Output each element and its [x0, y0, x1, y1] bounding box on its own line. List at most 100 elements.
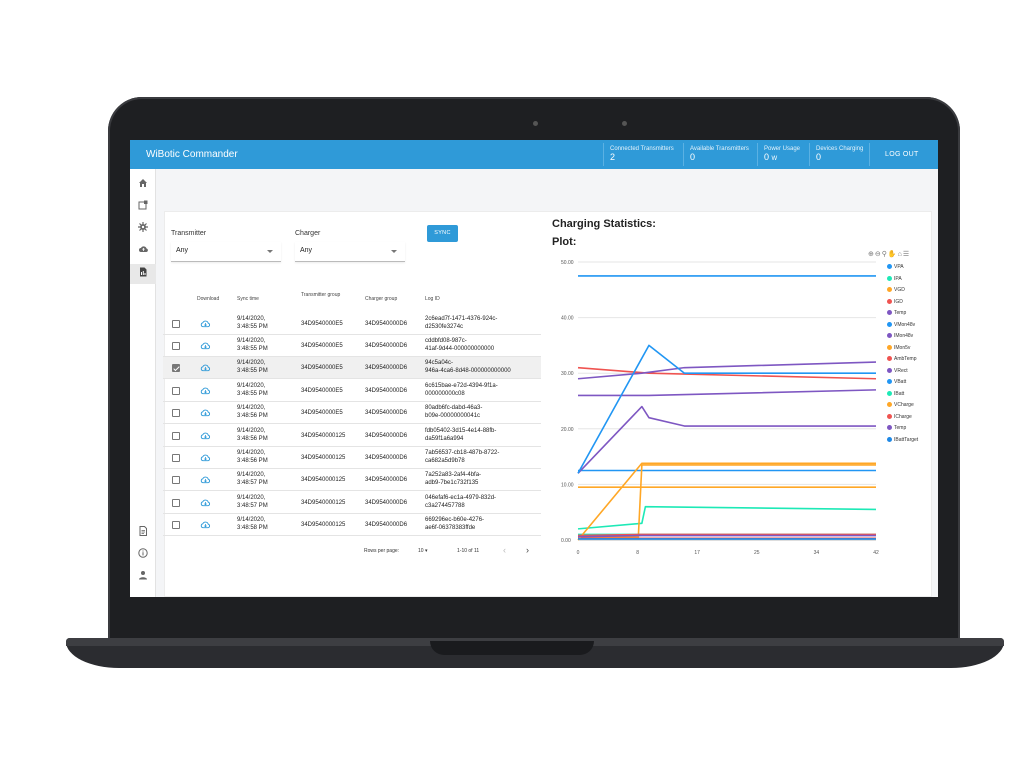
magnify-icon[interactable]: ⚲: [881, 251, 888, 258]
legend-item[interactable]: IBatt: [887, 391, 904, 397]
stat-label: Devices Charging: [816, 146, 864, 152]
legend-item[interactable]: VMon48v: [887, 322, 915, 328]
legend-item[interactable]: IMon48v: [887, 333, 913, 339]
table-row[interactable]: 9/14/2020, 3:48:56 PM 34D9540000125 34D9540…: [163, 447, 541, 469]
stat-divider: [683, 143, 684, 166]
log-id-line: 946a-4ca6-8d48-000000000000: [425, 368, 511, 375]
legend-item[interactable]: ICharge: [887, 414, 912, 420]
devices-icon[interactable]: [136, 200, 150, 214]
sync-clock: 3:48:55 PM: [237, 324, 268, 331]
info-icon[interactable]: [136, 548, 150, 562]
chart-subheading: Plot:: [552, 236, 577, 248]
legend-item[interactable]: VRect: [887, 368, 908, 374]
menu-icon[interactable]: ☰: [902, 251, 911, 258]
log-id-line: 80adb6fc-dabd-46a3-: [425, 405, 483, 411]
cloud-download-icon[interactable]: [200, 520, 211, 529]
legend-swatch: [887, 344, 892, 350]
logout-button[interactable]: LOG OUT: [885, 151, 919, 158]
table-row[interactable]: 9/14/2020, 3:48:55 PM 34D9540000E5 34D95400…: [163, 380, 541, 402]
legend-item[interactable]: Temp: [887, 425, 906, 431]
series-line: [577, 534, 876, 538]
log-id-line: 000000000c08: [425, 391, 465, 398]
legend-item[interactable]: VCharge: [887, 402, 914, 408]
legend-item[interactable]: IBattTarget: [887, 437, 918, 443]
legend-swatch: [887, 275, 892, 281]
y-tick-label: 50.00: [561, 260, 574, 266]
legend-item[interactable]: VBatt: [887, 379, 906, 385]
rows-per-page-label: Rows per page:: [364, 548, 400, 554]
rows-per-page-select[interactable]: 10 ▾: [418, 548, 427, 554]
legend-item[interactable]: VGD: [887, 287, 905, 293]
log-id-cell: 2c6ead7f-1471-4376-924c-d2530fe3274c: [425, 315, 497, 331]
zoom-in-icon[interactable]: ⊕: [868, 251, 875, 258]
cloud-download-icon[interactable]: [200, 431, 211, 440]
sync-button[interactable]: SYNC: [427, 225, 458, 242]
cloud-download-icon[interactable]: [200, 363, 211, 372]
cloud-download-icon[interactable]: [200, 498, 211, 507]
zoom-out-icon[interactable]: ⊖: [874, 251, 882, 258]
legend-item[interactable]: IGD: [887, 299, 903, 305]
stat-unit: W: [771, 155, 778, 162]
table-row[interactable]: 9/14/2020, 3:48:58 PM 34D9540000125 34D9540…: [163, 514, 541, 536]
row-checkbox[interactable]: [172, 320, 180, 328]
log-id-line: 6c615bae-e72d-4394-9f1a-: [425, 383, 498, 389]
table-row[interactable]: 9/14/2020, 3:48:55 PM 34D9540000E5 34D95400…: [163, 357, 541, 379]
sync-time-cell: 9/14/2020, 3:48:55 PM: [237, 382, 268, 398]
stat-devices-charging: Devices Charging 0: [816, 146, 863, 162]
settings-icon[interactable]: [136, 222, 150, 236]
table-row[interactable]: 9/14/2020, 3:48:56 PM 34D9540000E5 34D95400…: [163, 402, 541, 424]
next-page-icon[interactable]: ›: [526, 545, 529, 555]
row-checkbox[interactable]: [172, 432, 180, 440]
sync-time-cell: 9/14/2020, 3:48:55 PM: [237, 337, 268, 353]
sync-time-cell: 9/14/2020, 3:48:56 PM: [237, 449, 268, 465]
table-row[interactable]: 9/14/2020, 3:48:56 PM 34D9540000125 34D9540…: [163, 425, 541, 447]
legend-swatch: [887, 333, 892, 339]
transmitter-group-cell: 34D9540000125: [301, 500, 346, 506]
reset-home-icon[interactable]: ⌂: [897, 251, 903, 258]
legend-label: AmbTemp: [894, 356, 917, 362]
row-checkbox[interactable]: [172, 499, 180, 507]
transmitter-group-cell: 34D9540000125: [301, 455, 346, 461]
sync-time-cell: 9/14/2020, 3:48:57 PM: [237, 471, 268, 487]
row-checkbox[interactable]: [172, 364, 180, 372]
log-id-line: ae6f-06378383ffde: [425, 525, 476, 532]
sync-date: 9/14/2020,: [237, 316, 266, 322]
pan-hand-icon[interactable]: ✋: [887, 251, 898, 258]
table-row[interactable]: 9/14/2020, 3:48:55 PM 34D9540000E5 34D95400…: [163, 335, 541, 357]
document-icon[interactable]: [136, 526, 150, 540]
row-checkbox[interactable]: [172, 387, 180, 395]
sync-clock: 3:48:55 PM: [237, 346, 268, 353]
table-row[interactable]: 9/14/2020, 3:48:55 PM 34D9540000E5 34D95400…: [163, 313, 541, 335]
cloud-download-icon[interactable]: [200, 408, 211, 417]
cloud-download-icon[interactable]: [200, 341, 211, 350]
row-checkbox[interactable]: [172, 409, 180, 417]
cloud-upload-icon[interactable]: [136, 244, 150, 258]
legend-item[interactable]: IMon5v: [887, 345, 910, 351]
cloud-download-icon[interactable]: [200, 475, 211, 484]
log-id-line: da59f1a6a994: [425, 436, 464, 443]
legend-item[interactable]: IPA: [887, 276, 902, 282]
legend-item[interactable]: AmbTemp: [887, 356, 917, 362]
transmitter-select[interactable]: Any: [171, 242, 281, 262]
app-title: WiBotic Commander: [146, 149, 238, 160]
transmitter-group-cell: 34D9540000125: [301, 522, 346, 528]
user-icon[interactable]: [136, 570, 150, 584]
series-line: [578, 464, 876, 539]
x-tick-label: 17: [694, 550, 700, 556]
row-checkbox[interactable]: [172, 521, 180, 529]
cloud-download-icon[interactable]: [200, 453, 211, 462]
transmitter-group-cell: 34D9540000E5: [301, 410, 343, 416]
row-checkbox[interactable]: [172, 342, 180, 350]
home-icon[interactable]: [136, 178, 150, 192]
charger-select[interactable]: Any: [295, 242, 405, 262]
cloud-download-icon[interactable]: [200, 386, 211, 395]
table-row[interactable]: 9/14/2020, 3:48:57 PM 34D9540000125 34D9540…: [163, 469, 541, 491]
legend-item[interactable]: VPA: [887, 264, 904, 270]
legend-item[interactable]: Temp: [887, 310, 906, 316]
row-checkbox[interactable]: [172, 454, 180, 462]
logs-icon[interactable]: [130, 264, 156, 284]
cloud-download-icon[interactable]: [200, 319, 211, 328]
table-row[interactable]: 9/14/2020, 3:48:57 PM 34D9540000125 34D9540…: [163, 492, 541, 514]
row-checkbox[interactable]: [172, 476, 180, 484]
prev-page-icon[interactable]: ‹: [503, 545, 506, 555]
